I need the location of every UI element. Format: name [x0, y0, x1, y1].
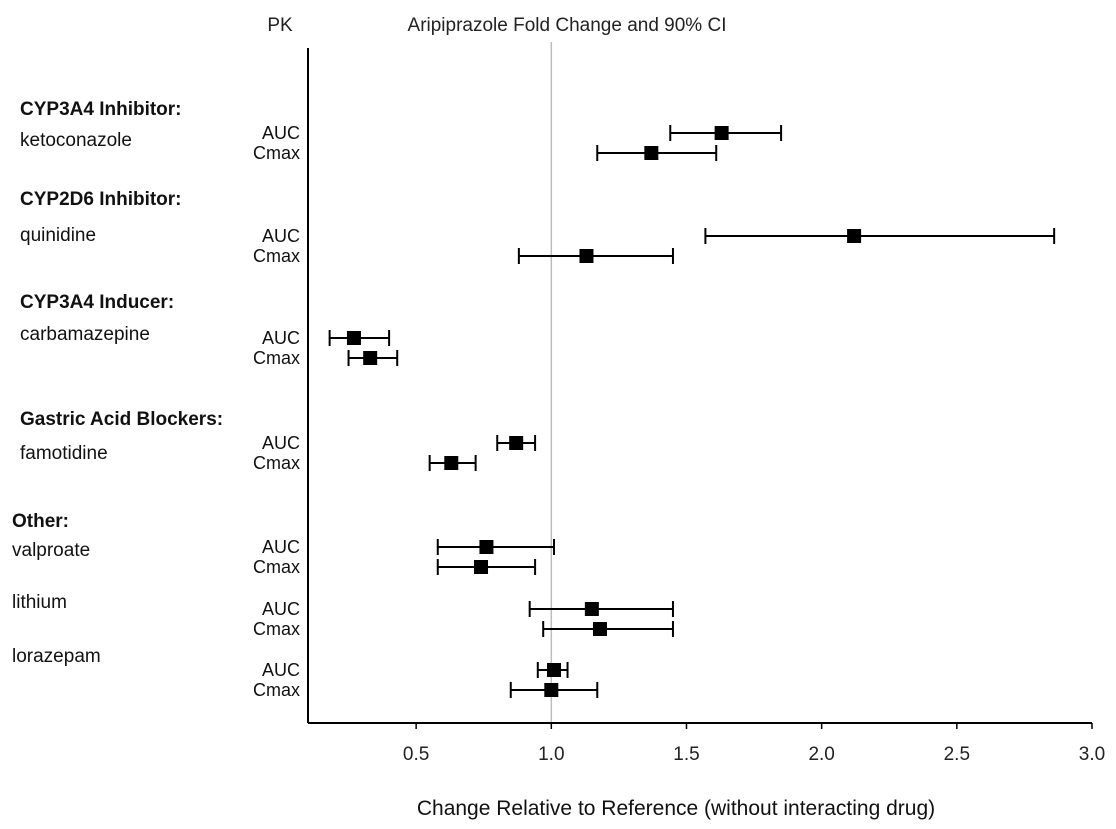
drug-label: quinidine [20, 225, 96, 246]
x-axis-label: Change Relative to Reference (without in… [417, 797, 935, 820]
metric-label: Cmax [253, 453, 300, 473]
metric-label: AUC [262, 123, 300, 143]
drug-label: ketoconazole [20, 130, 132, 151]
metric-label: Cmax [253, 680, 300, 700]
group-label: Other: [12, 511, 69, 532]
point-estimate-marker [579, 249, 594, 263]
point-estimate-marker [547, 663, 562, 677]
axis-layer: 0.5 1.0 1.5 2.0 2.5 3.0 [307, 48, 1105, 765]
drug-label: famotidine [20, 443, 108, 464]
metric-label: AUC [262, 433, 300, 453]
point-estimate-marker [509, 436, 524, 450]
metric-label: Cmax [253, 246, 300, 266]
x-tick-label: 0.5 [403, 744, 429, 765]
metric-label: Cmax [253, 619, 300, 639]
metric-label: AUC [262, 599, 300, 619]
drug-label: lorazepam [12, 646, 101, 667]
point-estimate-marker [847, 229, 862, 243]
metric-label: Cmax [253, 348, 300, 368]
point-estimate-marker [592, 622, 607, 636]
point-estimate-marker [474, 560, 489, 574]
group-label: CYP2D6 Inhibitor: [20, 189, 182, 210]
metric-label: AUC [262, 226, 300, 246]
metric-label: AUC [262, 660, 300, 680]
drug-label: carbamazepine [20, 324, 150, 345]
metric-label: AUC [262, 537, 300, 557]
x-tick-label: 1.0 [538, 744, 564, 765]
drug-label: lithium [12, 592, 67, 613]
group-label: CYP3A4 Inducer: [20, 292, 174, 313]
pk-column-header: PK [267, 15, 293, 36]
point-estimate-marker [346, 331, 361, 345]
metric-label: AUC [262, 328, 300, 348]
point-estimate-marker [644, 146, 659, 160]
point-estimate-marker [584, 602, 599, 616]
drug-label: valproate [12, 540, 90, 561]
point-estimate-marker [714, 126, 729, 140]
chart-title: Aripiprazole Fold Change and 90% CI [408, 15, 727, 36]
x-tick-label: 2.0 [808, 744, 834, 765]
point-estimate-marker [479, 540, 494, 554]
point-estimate-marker [363, 351, 378, 365]
x-tick-label: 2.5 [944, 744, 970, 765]
point-estimate-marker [444, 456, 459, 470]
group-label: CYP3A4 Inhibitor: [20, 99, 182, 120]
row-labels-layer: CYP3A4 Inhibitor:ketoconazole AUCCmaxCYP2… [12, 99, 300, 700]
metric-label: Cmax [253, 143, 300, 163]
point-estimate-marker [544, 683, 559, 697]
x-tick-label: 1.5 [673, 744, 699, 765]
group-label: Gastric Acid Blockers: [20, 409, 223, 430]
x-tick-label: 3.0 [1079, 744, 1105, 765]
data-marks-layer [328, 125, 1056, 698]
metric-label: Cmax [253, 557, 300, 577]
